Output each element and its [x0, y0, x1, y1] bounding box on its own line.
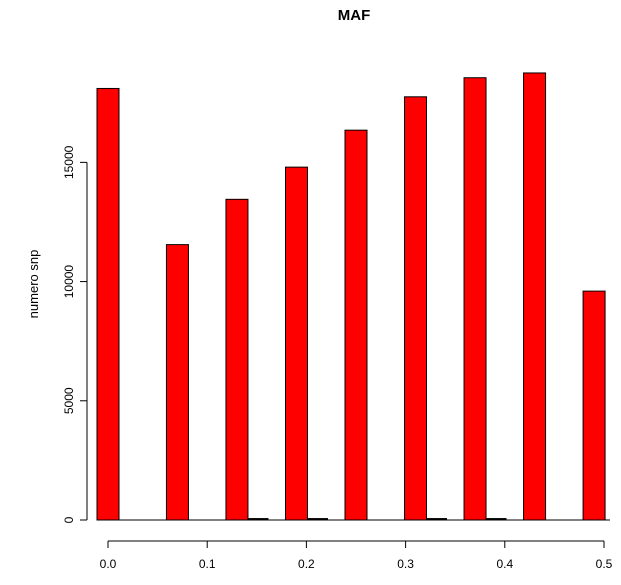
bar — [582, 290, 606, 521]
y-tick-label: 5000 — [62, 387, 76, 414]
small-bar — [426, 518, 448, 521]
chart-title: MAF — [338, 7, 371, 24]
x-tick-label: 0.2 — [298, 557, 315, 571]
x-tick-label: 0.5 — [596, 557, 613, 571]
bar — [463, 77, 487, 521]
axes: 0 5000 10000 15000 0.0 0.1 0.2 0.3 0.4 0.5 — [62, 145, 613, 571]
y-axis-label: numero snp — [26, 250, 41, 319]
x-tick-label: 0.3 — [397, 557, 414, 571]
y-tick-label: 15000 — [62, 145, 76, 179]
bar — [165, 244, 189, 521]
small-bar — [247, 518, 269, 521]
small-bar — [485, 518, 507, 521]
bar — [523, 72, 547, 521]
bar — [96, 87, 120, 521]
x-tick-label: 0.1 — [199, 557, 216, 571]
y-tick-label: 0 — [62, 516, 76, 523]
x-tick-label: 0.4 — [496, 557, 513, 571]
bar — [344, 129, 368, 521]
bar — [225, 198, 249, 521]
bars — [96, 72, 606, 521]
x-tick-label: 0.0 — [100, 557, 117, 571]
bar — [284, 166, 308, 521]
bar — [404, 96, 428, 521]
y-tick-label: 10000 — [62, 265, 76, 299]
small-bar — [306, 518, 328, 521]
